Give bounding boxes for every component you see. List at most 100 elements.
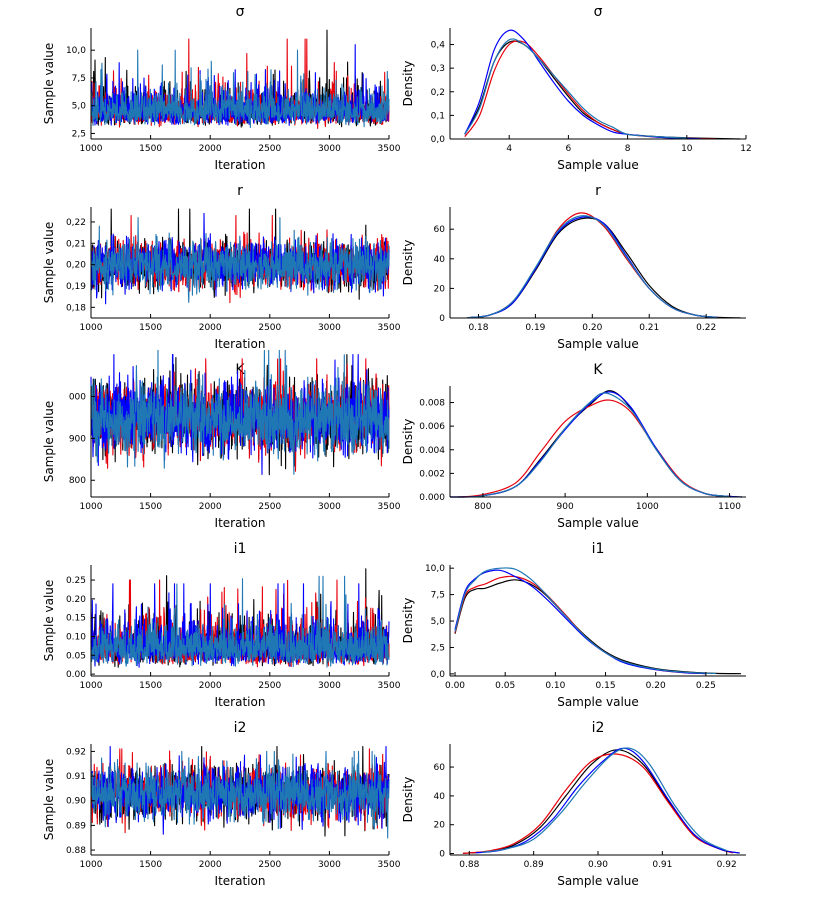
y-tick-label: 0.10: [66, 632, 86, 642]
x-tick-label: 0.25: [696, 681, 716, 691]
x-axis-label: Iteration: [215, 695, 266, 709]
y-tick-label: 0.91: [66, 772, 86, 782]
x-axis-label: Sample value: [557, 337, 639, 351]
x-tick-label: 1500: [139, 860, 162, 870]
x-tick-label: 0.88: [459, 860, 479, 870]
y-tick-label: 0.05: [66, 651, 86, 661]
density-plot-1: σ 4 6 8 10 12 0,0 0,1 0,2 0,3 0,4 Sample value Densi…: [401, 4, 752, 172]
y-tick-label: 0.004: [419, 446, 445, 456]
y-tick-label: 0.90: [66, 797, 86, 807]
trace-plot-8: i2 1000 1500 2000 2500 3000 3500 0.88 0.89 0.90 0.…: [42, 720, 401, 888]
x-tick-label: 1500: [139, 502, 162, 512]
y-tick-label: 800: [69, 476, 86, 486]
x-tick-label: 8: [625, 144, 631, 154]
y-tick-label: 0.89: [66, 821, 86, 831]
x-tick-label: 1500: [139, 323, 162, 333]
density-line-chain-1: [449, 390, 742, 498]
x-tick-label: 3000: [318, 144, 341, 154]
y-tick-label: 40: [434, 255, 446, 265]
density-plot-3: r 0.18 0.19 0.20 0.21 0.22 0 20 40 60 Sample value…: [401, 183, 746, 351]
x-tick-label: 4: [506, 144, 512, 154]
y-tick-label: 0,4: [431, 41, 446, 51]
x-tick-label: 0.18: [468, 323, 488, 333]
y-tick-label: 20: [434, 284, 446, 294]
y-tick-label: 0,20: [66, 261, 86, 271]
x-tick-label: 0.05: [495, 681, 515, 691]
y-tick-label: 10,0: [66, 46, 86, 56]
x-tick-label: 1100: [718, 502, 741, 512]
y-tick-label: 0,0: [431, 135, 446, 145]
x-tick-label: 1000: [80, 144, 103, 154]
y-axis-label: Sample value: [42, 580, 56, 662]
x-axis-label: Iteration: [215, 158, 266, 172]
y-tick-label: 5,0: [72, 102, 87, 112]
y-tick-label: 7,5: [431, 591, 445, 601]
density-line-chain-3: [475, 747, 740, 854]
x-tick-label: 1000: [80, 502, 103, 512]
y-tick-label: 900: [69, 434, 86, 444]
x-tick-label: 800: [474, 502, 491, 512]
x-tick-label: 3000: [318, 860, 341, 870]
x-tick-label: 2000: [199, 144, 222, 154]
density-plot-9: i2 0.88 0.89 0.90 0.91 0.92 0 20 40 60 Sample valu…: [401, 720, 746, 888]
density-line-chain-1: [454, 579, 742, 675]
y-tick-label: 0.006: [419, 422, 445, 432]
x-tick-label: 2000: [199, 323, 222, 333]
y-axis-label: Density: [401, 61, 415, 107]
density-line-chain-2: [464, 40, 717, 140]
plot-title: i1: [234, 541, 247, 557]
x-tick-label: 3000: [318, 681, 341, 691]
y-tick-label: 0.25: [66, 576, 86, 586]
x-axis-label: Sample value: [557, 695, 639, 709]
y-tick-label: 40: [434, 792, 446, 802]
density-plot-7: i1 0.00 0.05 0.10 0.15 0.20 0.25 0,0 2,5 5,0 7,5 10…: [401, 541, 746, 709]
plot-title: r: [237, 183, 243, 199]
x-tick-label: 2500: [258, 144, 281, 154]
density-plot-5: K 800 900 1000 1100 0.000 0.002 0.004 0.006 0.008…: [401, 362, 746, 530]
series-group: [464, 29, 741, 140]
y-tick-label: 0: [439, 850, 445, 860]
x-tick-label: 2500: [258, 502, 281, 512]
x-tick-label: 0.00: [445, 681, 465, 691]
y-tick-label: 2,5: [431, 643, 445, 653]
x-tick-label: 3500: [378, 860, 401, 870]
y-tick-label: 0,2: [431, 88, 445, 98]
x-tick-label: 1500: [139, 144, 162, 154]
x-tick-label: 0.22: [696, 323, 716, 333]
plot-title: σ: [236, 4, 245, 20]
density-line-chain-4: [467, 215, 718, 319]
x-tick-label: 0.20: [582, 323, 602, 333]
y-tick-label: 0: [439, 314, 445, 324]
density-line-chain-3: [464, 29, 702, 140]
x-tick-label: 0.19: [525, 323, 545, 333]
density-line-chain-3: [449, 391, 742, 498]
x-tick-label: 3500: [378, 681, 401, 691]
x-tick-label: 0.10: [545, 681, 565, 691]
x-tick-label: 3500: [378, 323, 401, 333]
y-tick-label: 20: [434, 821, 446, 831]
series-group: [462, 747, 740, 854]
plot-title: i2: [234, 720, 247, 736]
x-tick-label: 1000: [80, 860, 103, 870]
x-tick-label: 1000: [80, 681, 103, 691]
x-tick-label: 3500: [378, 502, 401, 512]
density-line-chain-4: [464, 38, 687, 139]
x-axis-label: Iteration: [215, 516, 266, 530]
x-tick-label: 6: [566, 144, 572, 154]
y-tick-label: 7,5: [72, 74, 86, 84]
x-tick-label: 0.89: [524, 860, 544, 870]
x-axis-label: Sample value: [557, 158, 639, 172]
series-group: [90, 745, 390, 839]
y-tick-label: 0.008: [419, 399, 445, 409]
plot-title: K: [593, 362, 603, 378]
x-tick-label: 0.15: [596, 681, 616, 691]
y-tick-label: 0,1: [431, 111, 445, 121]
series-group: [449, 390, 742, 498]
y-tick-label: 0.15: [66, 614, 86, 624]
x-tick-label: 3500: [378, 144, 401, 154]
y-tick-label: 0,0: [431, 670, 446, 680]
density-line-chain-2: [467, 212, 718, 319]
y-axis-label: Sample value: [42, 222, 56, 304]
x-tick-label: 0.20: [646, 681, 666, 691]
y-tick-label: 0.20: [66, 595, 86, 605]
